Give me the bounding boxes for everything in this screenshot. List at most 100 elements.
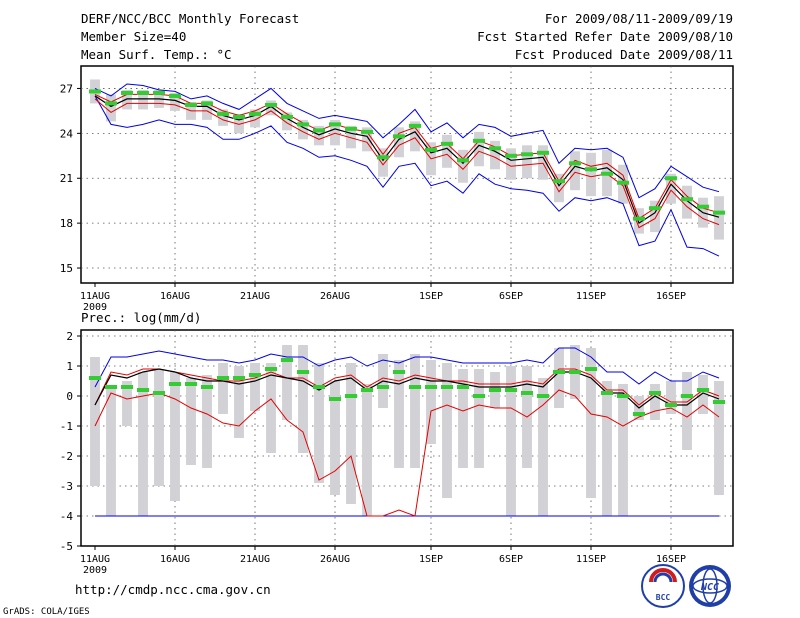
temp-spread-box [506,148,516,180]
prec-xtick-label: 26AUG [320,554,350,565]
prec-spread-box [474,369,484,468]
temp-line-maximum [94,83,720,199]
source-url[interactable]: http://cmdp.ncc.cma.gov.cn [75,582,271,597]
temp-spread-box [122,89,132,110]
prec-spread-box [410,354,420,468]
temp-spread-box [282,112,292,131]
temp-spread-box [666,173,676,204]
prec-spread-box [618,384,628,516]
temp-spread-box [218,109,228,126]
prec-xtick-label: 16SEP [656,554,686,565]
bcc-logo: BCC [641,564,685,608]
prec-spread-box [170,372,180,501]
temp-spread-box [682,185,692,219]
prec-ytick-label: -2 [60,450,73,463]
prec-spread-box [202,375,212,468]
prec-xtick-label: 16AUG [160,554,190,565]
temp-spread-box [442,134,452,168]
prec-ytick-label: -4 [60,510,74,523]
temp-spread-box [170,92,180,111]
prec-spread-box [554,348,564,408]
variable-label: Mean Surf. Temp.: °C [81,47,232,62]
precip-panel-title: Prec.: log(mm/d) [81,310,201,325]
temp-spread-box [474,131,484,167]
prec-spread-box [106,387,116,516]
forecast-period: For 2009/08/11-2009/09/19 [545,11,733,26]
temp-spread-box [586,152,596,197]
prec-spread-box [298,345,308,453]
temp-spread-box [490,140,500,170]
prec-spread-box [698,375,708,414]
prec-spread-box [650,384,660,420]
temp-spread-box [458,149,468,183]
prec-ytick-label: 2 [66,330,73,343]
prec-spread-box [666,381,676,414]
temp-spread-box [138,89,148,110]
temp-xtick-label: 11SEP [576,291,606,302]
ncc-logo-text: NCC [700,582,719,593]
temp-spread-box [202,100,212,120]
temp-ytick-label: 21 [60,172,73,185]
temp-ytick-label: 18 [60,217,73,230]
temp-spread-box [362,127,372,152]
temp-spread-box [314,125,324,146]
prec-ytick-label: 0 [66,390,73,403]
temp-spread-box [250,109,260,128]
prec-spread-box [442,363,452,498]
prec-spread-box [90,357,100,486]
prec-spread-box [314,363,324,483]
temp-xtick-label: 16AUG [160,291,190,302]
prec-line-ensemble-mean [94,368,720,409]
temp-spread-box [538,145,548,180]
prec-spread-box [394,360,404,468]
prec-line-maximum [94,347,720,388]
prec-spread-box [186,378,196,465]
temp-line-upper-spread [94,93,720,220]
temperature-panel: 15 18 21 24 27 11AUG 16AUG 21AUG 26AUG 1SEP 6SEP 11… [60,65,734,313]
temp-xtick-label: 6SEP [499,291,523,302]
temp-xtick-label: 16SEP [656,291,686,302]
temp-spread-box [570,151,580,191]
temp-xtick-label: 1SEP [419,291,443,302]
temp-spread-box [266,100,276,116]
prec-ytick-label: -3 [60,480,73,493]
temp-line-minimum [94,95,720,257]
prec-xtick-label: 1SEP [419,554,443,565]
temp-spread-box [410,121,420,152]
chart-title: DERF/NCC/BCC Monthly Forecast [81,11,299,26]
prec-line-lower-spread [94,389,720,517]
prec-spread-box [538,378,548,516]
precipitation-panel: -5 -4 -3 -2 -1 0 1 2 11AUG 16AUG 21AUG 26AUG 1SEP 6SE… [60,329,734,576]
prec-spread-box [714,381,724,495]
prec-spread-box [218,363,228,414]
temp-year-label: 2009 [83,302,107,313]
grads-credit: GrADS: COLA/IGES [3,607,90,617]
prec-spread-box [250,363,260,411]
temp-spread-box [522,145,532,179]
prec-xtick-label: 11SEP [576,554,606,565]
temp-spread-box [634,208,644,234]
prec-spread-box [506,366,516,516]
temp-line-ensemble-mean [94,95,720,225]
prec-year-label: 2009 [83,565,107,576]
produced-date: Fcst Produced Date 2009/08/11 [515,47,733,62]
prec-spread-box [346,363,356,504]
temp-spread-box [554,173,564,203]
temp-spread-box [106,94,116,122]
temp-spread-box [330,119,340,146]
temp-ytick-label: 27 [60,82,73,95]
temp-xtick-label: 21AUG [240,291,270,302]
prec-spread-box [234,366,244,438]
prec-spread-box [586,348,596,498]
prec-spread-box [426,360,436,444]
temp-xtick-label: 11AUG [80,291,110,302]
temp-spread-box [650,200,660,233]
prec-spread-box [282,345,292,420]
temp-line-lower-spread [94,98,720,229]
prec-spread-box [602,381,612,516]
prec-ytick-label: 1 [66,360,73,373]
prec-spread-box [362,384,372,516]
bcc-logo-text: BCC [656,593,671,602]
temp-spread-box [378,148,388,177]
